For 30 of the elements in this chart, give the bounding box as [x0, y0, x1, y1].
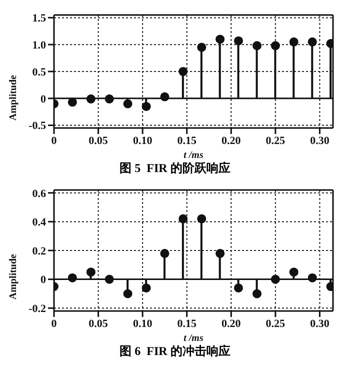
x-tick-label: 0.20 [222, 318, 242, 330]
y-tick-label: 0 [40, 274, 46, 286]
x-tick-label: 0.15 [177, 318, 197, 330]
x-tick-label: 0.25 [266, 318, 286, 330]
y-tick-label: 0.6 [32, 188, 46, 200]
x-axis-title: t /ms [184, 150, 204, 161]
y-tick-label: 0.5 [32, 66, 46, 78]
x-tick-label: 0 [51, 134, 58, 147]
y-axis-title: Amplitude [8, 74, 20, 121]
x-tick-label: 0.25 [266, 134, 286, 147]
y-tick-label: 0.4 [32, 216, 46, 229]
y-tick-label: -0.5 [28, 120, 46, 132]
y-tick-label: 0.2 [32, 245, 46, 258]
text: 图 6 FIR 的冲击响应 [118, 343, 232, 360]
y-tick-label: -0.2 [28, 303, 46, 316]
text: 图 5 FIR 的阶跃响应 [118, 160, 232, 177]
x-tick-label: 0.20 [222, 134, 242, 147]
x-tick-label: 0.30 [310, 318, 330, 330]
x-tick-label: 0.10 [132, 134, 153, 147]
x-tick-label: 0.05 [88, 318, 108, 330]
y-tick-label: 1.5 [32, 12, 46, 25]
x-tick-label: 0 [51, 318, 58, 330]
x-axis-title: t /ms [184, 333, 204, 344]
y-axis-title: Amplitude [8, 253, 20, 300]
x-tick-label: 0.30 [310, 134, 330, 147]
y-tick-label: 1.0 [32, 40, 46, 52]
x-tick-label: 0.05 [88, 134, 108, 147]
x-tick-label: 0.10 [132, 318, 153, 330]
x-tick-label: 0.15 [177, 134, 197, 147]
y-tick-label: 0 [40, 93, 46, 106]
